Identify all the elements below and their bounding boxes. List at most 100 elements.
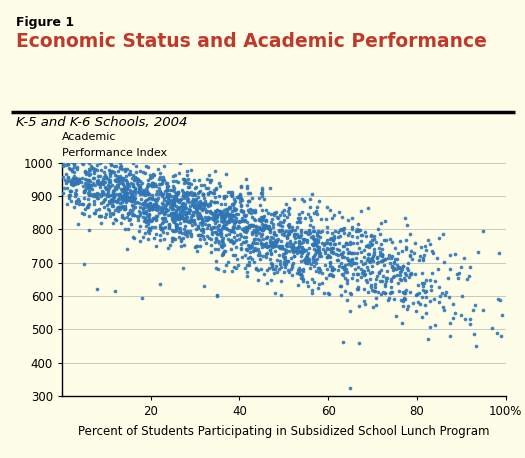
Point	[97, 179, 105, 186]
Point	[96, 180, 104, 187]
Point	[122, 177, 130, 184]
Point	[109, 190, 117, 197]
Point	[258, 186, 267, 193]
Point	[384, 296, 392, 304]
Point	[85, 159, 93, 167]
Point	[426, 298, 434, 305]
Point	[276, 263, 285, 270]
Point	[96, 172, 104, 180]
Point	[71, 200, 80, 207]
Point	[99, 175, 108, 183]
Point	[160, 194, 169, 202]
Point	[72, 190, 80, 197]
Point	[136, 184, 144, 191]
Point	[316, 228, 324, 235]
Point	[168, 211, 176, 218]
Point	[135, 207, 143, 215]
Point	[260, 213, 269, 220]
Point	[225, 211, 234, 218]
Point	[183, 168, 191, 175]
Point	[337, 282, 345, 289]
Point	[158, 214, 166, 222]
Point	[267, 240, 275, 247]
Point	[71, 157, 79, 164]
Point	[328, 263, 337, 271]
Point	[190, 217, 198, 224]
Point	[277, 227, 286, 234]
Point	[417, 244, 425, 251]
Point	[309, 232, 317, 239]
Point	[364, 251, 372, 258]
Point	[406, 269, 415, 276]
Point	[144, 180, 152, 187]
Point	[287, 266, 295, 273]
Point	[296, 234, 304, 241]
Point	[237, 218, 245, 225]
Point	[175, 227, 184, 234]
Point	[364, 204, 372, 212]
Point	[200, 181, 208, 188]
Point	[211, 198, 219, 206]
Point	[253, 240, 261, 247]
Point	[59, 189, 68, 196]
Point	[268, 263, 276, 271]
Point	[290, 230, 299, 238]
Point	[226, 203, 234, 210]
Point	[212, 236, 220, 243]
Point	[340, 229, 348, 237]
Point	[488, 324, 497, 332]
Point	[170, 218, 178, 225]
Point	[419, 287, 427, 294]
Point	[129, 187, 138, 194]
Point	[263, 222, 271, 229]
Point	[208, 230, 217, 238]
Point	[230, 205, 238, 212]
Point	[237, 225, 246, 232]
Point	[118, 187, 126, 195]
Point	[280, 256, 289, 263]
Point	[158, 207, 166, 214]
Point	[86, 191, 94, 198]
Point	[199, 200, 207, 207]
Point	[228, 216, 237, 224]
Point	[196, 202, 204, 209]
Point	[225, 211, 233, 218]
Point	[391, 256, 399, 263]
Point	[364, 254, 372, 262]
Point	[387, 255, 396, 262]
Point	[144, 211, 153, 218]
Point	[364, 288, 373, 295]
Point	[70, 203, 78, 211]
Point	[228, 223, 237, 230]
Point	[145, 191, 153, 198]
Point	[327, 244, 335, 251]
Text: Academic: Academic	[62, 131, 117, 142]
Point	[168, 226, 176, 234]
Point	[165, 200, 174, 207]
Point	[257, 265, 265, 273]
Point	[178, 202, 186, 209]
Point	[219, 249, 227, 256]
Point	[348, 274, 356, 282]
Point	[219, 224, 228, 232]
Point	[255, 217, 263, 224]
Point	[280, 258, 288, 266]
Point	[170, 192, 178, 200]
Point	[132, 168, 141, 175]
Point	[112, 163, 120, 170]
Point	[255, 229, 263, 236]
Point	[418, 283, 427, 290]
Point	[418, 280, 426, 287]
Point	[185, 189, 193, 196]
Point	[280, 217, 289, 224]
Point	[204, 214, 213, 221]
Point	[85, 213, 93, 220]
Point	[217, 237, 226, 244]
Point	[144, 181, 152, 188]
Point	[245, 221, 253, 229]
Point	[229, 228, 238, 235]
Point	[450, 251, 459, 258]
Point	[324, 245, 332, 253]
Point	[318, 227, 327, 234]
Point	[201, 201, 209, 208]
